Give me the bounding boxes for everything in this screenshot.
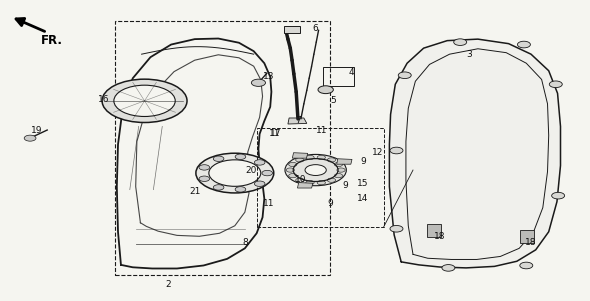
Bar (520, 230, 534, 243)
Circle shape (199, 165, 209, 170)
Text: 5: 5 (330, 96, 336, 105)
Circle shape (335, 174, 343, 178)
Circle shape (235, 154, 246, 160)
Text: 11: 11 (263, 199, 274, 208)
Bar (323, 67, 354, 86)
Circle shape (552, 192, 565, 199)
Circle shape (262, 170, 273, 176)
Text: 20: 20 (245, 166, 257, 175)
Circle shape (442, 265, 455, 271)
Text: 19: 19 (31, 126, 43, 135)
Circle shape (196, 153, 274, 193)
Text: 7: 7 (295, 116, 301, 125)
Circle shape (102, 79, 187, 123)
Circle shape (327, 178, 336, 182)
Polygon shape (117, 39, 271, 268)
Circle shape (390, 225, 403, 232)
Bar (115, 21, 330, 275)
Circle shape (251, 79, 266, 86)
Circle shape (285, 154, 346, 186)
Circle shape (318, 86, 333, 94)
Text: 9: 9 (327, 199, 333, 208)
Text: 9: 9 (342, 181, 348, 190)
Circle shape (286, 168, 294, 172)
Bar (257, 128, 384, 227)
Circle shape (289, 174, 297, 178)
Circle shape (327, 158, 336, 162)
Circle shape (390, 147, 403, 154)
Circle shape (337, 168, 345, 172)
Text: 14: 14 (357, 194, 369, 203)
Circle shape (517, 41, 530, 48)
Bar (427, 224, 441, 237)
Text: 11: 11 (316, 126, 327, 135)
Circle shape (454, 39, 467, 45)
Text: 8: 8 (242, 238, 248, 247)
Circle shape (296, 178, 304, 182)
Polygon shape (297, 183, 313, 188)
Text: 21: 21 (189, 187, 201, 196)
Text: 12: 12 (372, 147, 384, 157)
Circle shape (254, 181, 265, 186)
Text: 10: 10 (295, 175, 307, 184)
Text: 2: 2 (165, 280, 171, 289)
Circle shape (520, 262, 533, 269)
Circle shape (254, 160, 265, 165)
Circle shape (209, 160, 261, 186)
Text: 4: 4 (348, 68, 354, 77)
Circle shape (214, 156, 224, 161)
Circle shape (199, 176, 209, 182)
Circle shape (317, 155, 326, 160)
Polygon shape (337, 159, 352, 164)
Text: 9: 9 (360, 157, 366, 166)
Circle shape (296, 158, 304, 162)
Circle shape (549, 81, 562, 88)
Polygon shape (293, 153, 308, 158)
Circle shape (306, 181, 314, 185)
Polygon shape (389, 39, 560, 268)
Text: 18: 18 (525, 238, 537, 247)
Text: FR.: FR. (41, 34, 63, 47)
Circle shape (235, 187, 246, 192)
Circle shape (114, 85, 175, 116)
Circle shape (398, 72, 411, 79)
Text: 13: 13 (263, 72, 274, 81)
Circle shape (305, 165, 326, 175)
Text: 15: 15 (357, 179, 369, 188)
Circle shape (306, 155, 314, 160)
Text: 16: 16 (97, 95, 109, 104)
Text: 11: 11 (268, 129, 280, 138)
Bar (284, 26, 300, 33)
Text: 18: 18 (434, 232, 445, 241)
Text: 3: 3 (466, 50, 472, 59)
Circle shape (289, 162, 297, 166)
Circle shape (335, 162, 343, 166)
Polygon shape (288, 118, 307, 124)
Text: 17: 17 (270, 129, 282, 138)
Circle shape (24, 135, 36, 141)
Circle shape (214, 185, 224, 190)
Text: 6: 6 (313, 24, 319, 33)
Circle shape (317, 181, 326, 185)
